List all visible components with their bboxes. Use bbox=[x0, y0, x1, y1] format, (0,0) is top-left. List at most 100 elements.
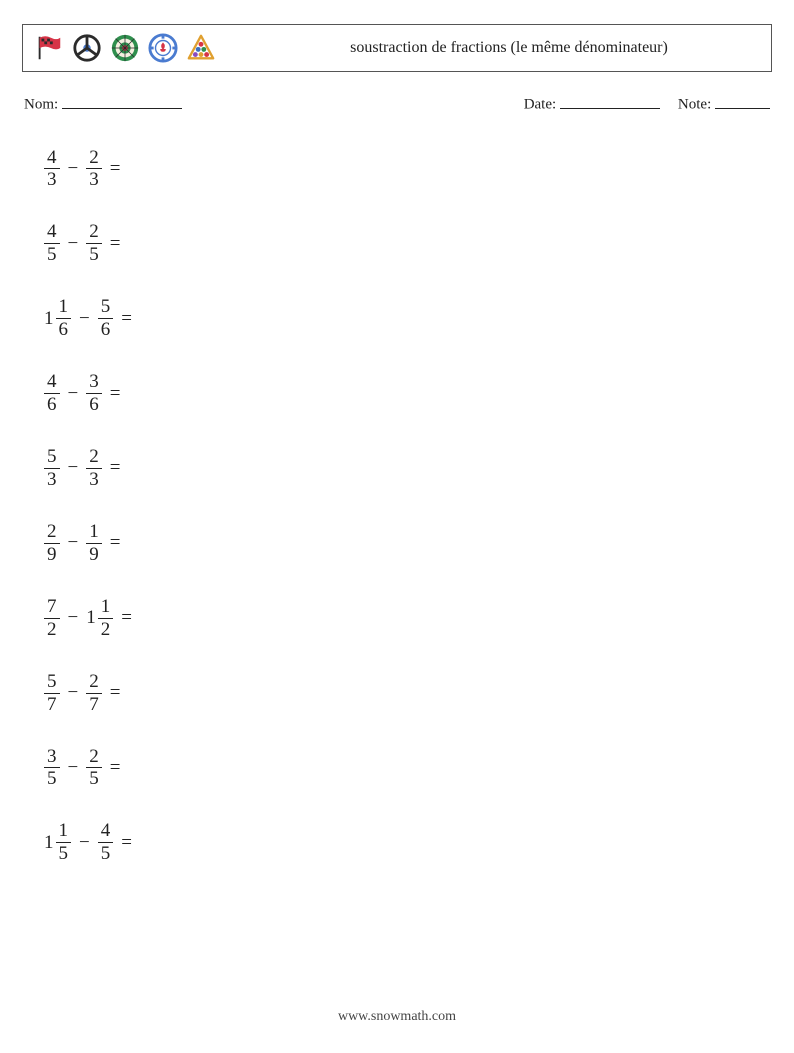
numerator: 2 bbox=[86, 222, 102, 243]
equals-sign: = bbox=[113, 308, 132, 330]
minus-operator: − bbox=[71, 832, 98, 854]
equals-sign: = bbox=[102, 457, 121, 479]
fraction: 15 bbox=[56, 821, 72, 864]
fraction: 29 bbox=[44, 522, 60, 565]
fraction: 35 bbox=[44, 747, 60, 790]
problem-row: 72−112= bbox=[44, 597, 772, 640]
fraction: 23 bbox=[86, 447, 102, 490]
denominator: 6 bbox=[98, 318, 114, 340]
numerator: 4 bbox=[44, 222, 60, 243]
minus-operator: − bbox=[71, 308, 98, 330]
numerator: 2 bbox=[86, 447, 102, 468]
denominator: 3 bbox=[86, 468, 102, 490]
fraction: 53 bbox=[44, 447, 60, 490]
minus-operator: − bbox=[60, 532, 87, 554]
problem-row: 57−27= bbox=[44, 672, 772, 715]
problem-row: 43−23= bbox=[44, 148, 772, 191]
numerator: 3 bbox=[44, 747, 60, 768]
fraction: 19 bbox=[86, 522, 102, 565]
steering-wheel-icon bbox=[71, 32, 103, 64]
problem-row: 45−25= bbox=[44, 222, 772, 265]
minus-operator: − bbox=[60, 158, 87, 180]
denominator: 5 bbox=[44, 243, 60, 265]
date-label: Date: bbox=[524, 97, 556, 113]
numerator: 4 bbox=[98, 821, 114, 842]
problem-row: 115−45= bbox=[44, 821, 772, 864]
fraction: 36 bbox=[86, 372, 102, 415]
numerator: 4 bbox=[44, 148, 60, 169]
numerator: 2 bbox=[86, 148, 102, 169]
header-box: soustraction de fractions (le même dénom… bbox=[22, 24, 772, 72]
fraction: 45 bbox=[98, 821, 114, 864]
denominator: 6 bbox=[86, 393, 102, 415]
denominator: 5 bbox=[98, 842, 114, 864]
denominator: 7 bbox=[86, 693, 102, 715]
worksheet-page: soustraction de fractions (le même dénom… bbox=[0, 0, 794, 1053]
date-field: Date: bbox=[524, 92, 660, 114]
name-blank bbox=[62, 92, 182, 109]
fraction: 57 bbox=[44, 672, 60, 715]
note-field: Note: bbox=[678, 92, 770, 114]
checkered-flag-icon bbox=[33, 32, 65, 64]
minus-operator: − bbox=[60, 233, 87, 255]
fraction: 72 bbox=[44, 597, 60, 640]
date-blank bbox=[560, 92, 660, 109]
denominator: 2 bbox=[98, 618, 114, 640]
denominator: 3 bbox=[44, 168, 60, 190]
fraction: 43 bbox=[44, 148, 60, 191]
denominator: 5 bbox=[86, 243, 102, 265]
fraction: 16 bbox=[56, 297, 72, 340]
denominator: 9 bbox=[44, 543, 60, 565]
denominator: 5 bbox=[44, 767, 60, 789]
meta-row: Nom: Date: Note: bbox=[22, 92, 772, 114]
problem-row: 29−19= bbox=[44, 522, 772, 565]
minus-operator: − bbox=[60, 383, 87, 405]
equals-sign: = bbox=[102, 532, 121, 554]
numerator: 7 bbox=[44, 597, 60, 618]
fraction: 27 bbox=[86, 672, 102, 715]
denominator: 6 bbox=[56, 318, 72, 340]
poker-chip-icon bbox=[147, 32, 179, 64]
worksheet-title: soustraction de fractions (le même dénom… bbox=[217, 38, 761, 58]
minus-operator: − bbox=[60, 457, 87, 479]
denominator: 3 bbox=[86, 168, 102, 190]
problem-row: 53−23= bbox=[44, 447, 772, 490]
minus-operator: − bbox=[60, 682, 87, 704]
fraction: 12 bbox=[98, 597, 114, 640]
numerator: 1 bbox=[86, 522, 102, 543]
fraction: 25 bbox=[86, 747, 102, 790]
numerator: 1 bbox=[56, 821, 72, 842]
note-label: Note: bbox=[678, 97, 711, 113]
numerator: 3 bbox=[86, 372, 102, 393]
fraction: 56 bbox=[98, 297, 114, 340]
name-label: Nom: bbox=[24, 97, 58, 113]
equals-sign: = bbox=[102, 757, 121, 779]
numerator: 4 bbox=[44, 372, 60, 393]
problems-list: 43−23=45−25=116−56=46−36=53−23=29−19=72−… bbox=[22, 148, 772, 865]
numerator: 2 bbox=[86, 672, 102, 693]
mixed-whole: 1 bbox=[86, 607, 98, 629]
numerator: 5 bbox=[44, 447, 60, 468]
footer-url: www.snowmath.com bbox=[0, 1009, 794, 1025]
note-blank bbox=[715, 92, 770, 109]
fraction: 25 bbox=[86, 222, 102, 265]
denominator: 5 bbox=[86, 767, 102, 789]
denominator: 5 bbox=[56, 842, 72, 864]
denominator: 2 bbox=[44, 618, 60, 640]
denominator: 6 bbox=[44, 393, 60, 415]
numerator: 1 bbox=[98, 597, 114, 618]
fraction: 45 bbox=[44, 222, 60, 265]
denominator: 7 bbox=[44, 693, 60, 715]
equals-sign: = bbox=[102, 158, 121, 180]
equals-sign: = bbox=[102, 682, 121, 704]
numerator: 2 bbox=[86, 747, 102, 768]
problem-row: 46−36= bbox=[44, 372, 772, 415]
name-field: Nom: bbox=[24, 92, 524, 114]
denominator: 9 bbox=[86, 543, 102, 565]
denominator: 3 bbox=[44, 468, 60, 490]
dartboard-icon bbox=[109, 32, 141, 64]
equals-sign: = bbox=[102, 383, 121, 405]
problem-row: 35−25= bbox=[44, 747, 772, 790]
numerator: 2 bbox=[44, 522, 60, 543]
numerator: 5 bbox=[98, 297, 114, 318]
